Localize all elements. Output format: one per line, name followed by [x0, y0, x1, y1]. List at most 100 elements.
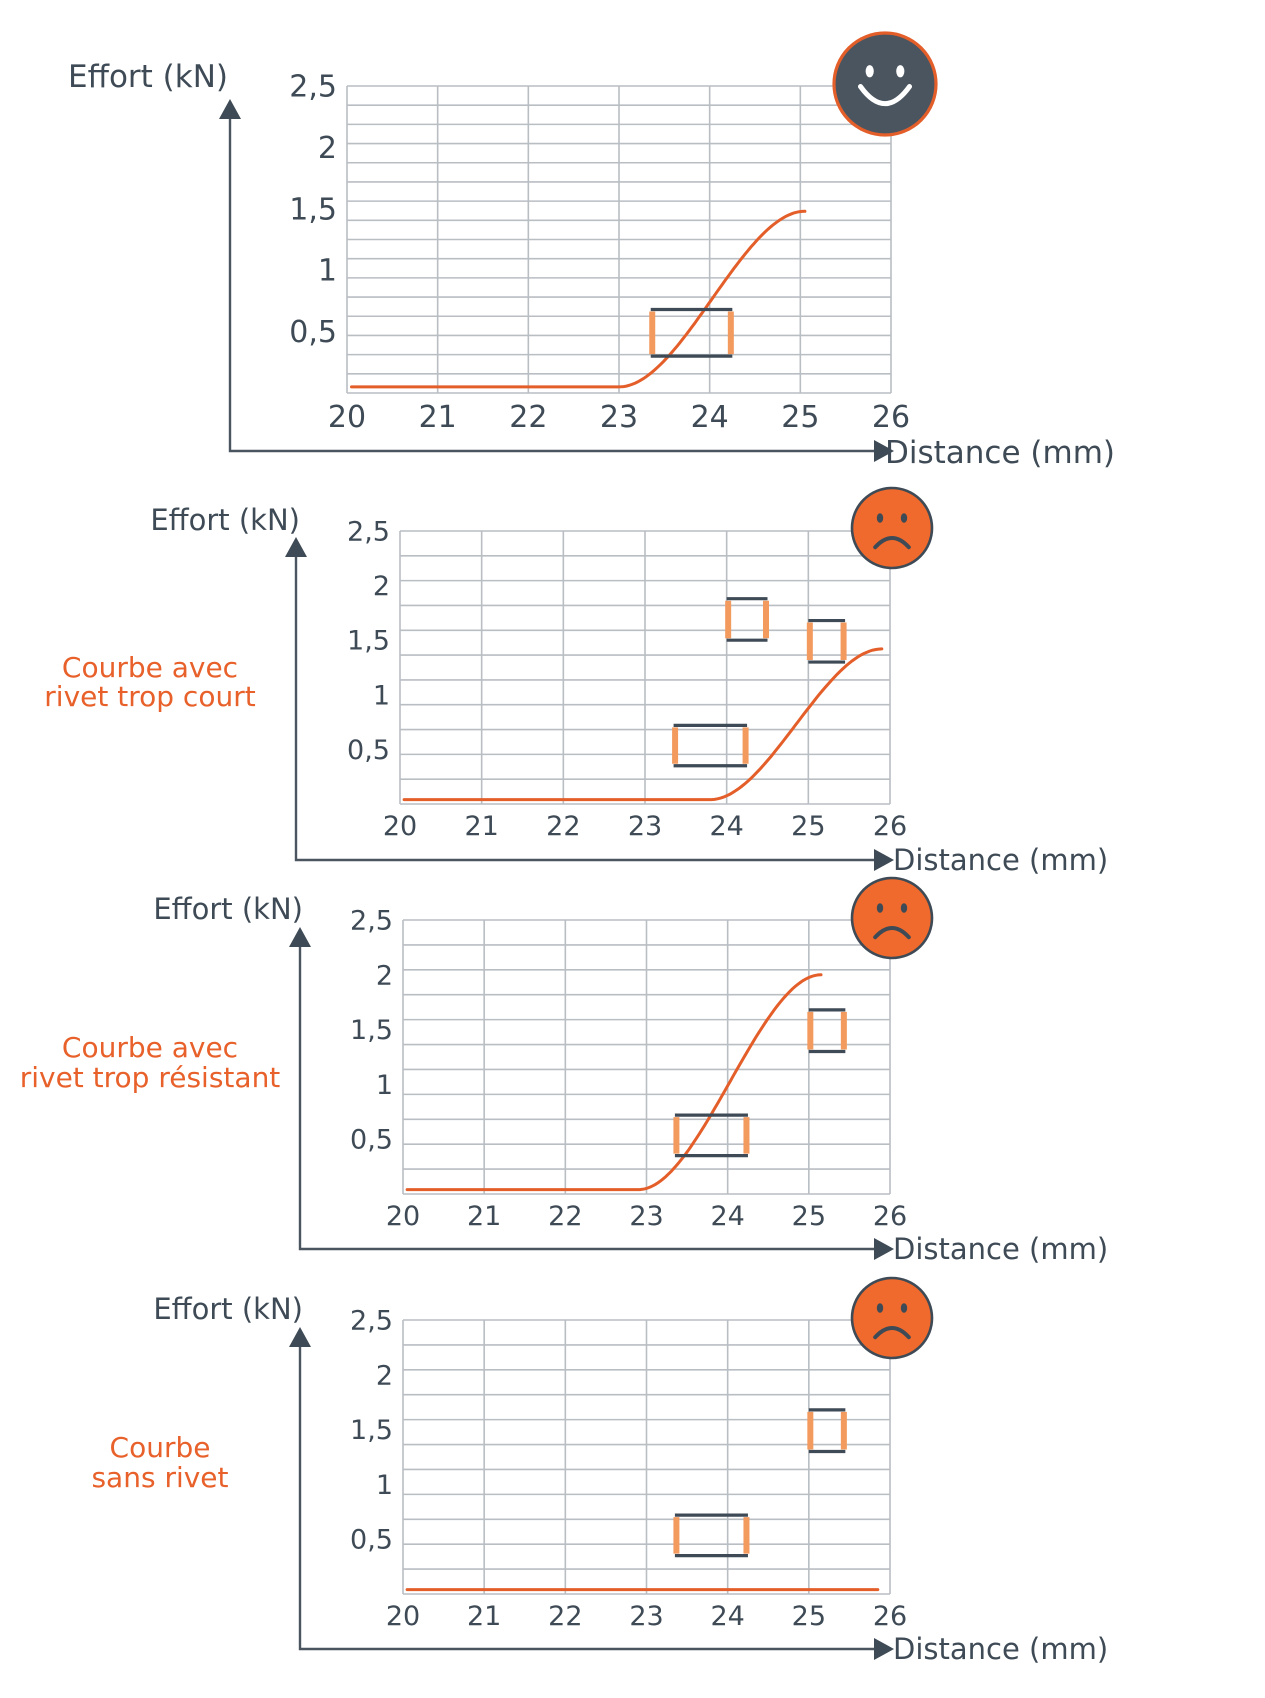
y-tick-label: 2,5: [289, 70, 337, 105]
curve-annotation-line: Courbe avec: [62, 1031, 238, 1064]
y-axis-arrow: [289, 927, 311, 947]
x-tick-label: 24: [710, 1601, 744, 1632]
sad-face-icon: [850, 1276, 934, 1360]
y-axis-label: Effort (kN): [153, 892, 303, 926]
x-tick-label: 24: [709, 811, 743, 842]
y-tick-label: 0,5: [350, 1125, 393, 1156]
curve-annotation-line: rivet trop résistant: [20, 1061, 281, 1094]
y-axis-arrow: [289, 1327, 311, 1347]
face-disc: [850, 486, 934, 570]
x-tick-label: 21: [419, 400, 457, 435]
x-axis-label: Distance (mm): [893, 843, 1108, 877]
x-tick-label: 21: [467, 1601, 501, 1632]
y-tick-label: 2: [318, 131, 337, 166]
x-tick-label: 21: [464, 811, 498, 842]
curve-annotation-line: sans rivet: [91, 1461, 228, 1494]
x-axis-label: Distance (mm): [885, 435, 1115, 471]
y-tick-label: 1: [373, 680, 390, 711]
x-tick-label: 25: [791, 811, 825, 842]
y-tick-label: 2: [373, 571, 390, 602]
x-axis-arrow: [874, 849, 894, 871]
y-tick-label: 2,5: [350, 905, 393, 936]
face-right-eye: [900, 513, 908, 523]
happy-face-icon: [832, 31, 938, 137]
x-tick-label: 24: [710, 1201, 744, 1232]
y-axis-arrow: [285, 537, 307, 557]
y-tick-label: 1,5: [350, 1415, 393, 1446]
x-tick-label: 26: [873, 1601, 907, 1632]
sad-face-icon: [850, 876, 934, 960]
x-axis-arrow: [874, 1638, 894, 1660]
x-tick-label: 20: [386, 1601, 420, 1632]
y-tick-label: 1: [318, 254, 337, 289]
y-tick-label: 0,5: [347, 735, 390, 766]
tolerance-window: [725, 597, 769, 642]
x-tick-label: 26: [873, 1201, 907, 1232]
x-tick-label: 22: [548, 1601, 582, 1632]
chart-panel-1: 20 21 22 23 24 25 26 0,5 1 1,5 2 2,5 Effort (kN) Dist…: [68, 31, 1115, 471]
face-right-eye: [896, 65, 905, 78]
x-tick-label: 25: [792, 1601, 826, 1632]
x-tick-label: 25: [792, 1201, 826, 1232]
x-axis-arrow: [874, 1238, 894, 1260]
x-tick-label: 22: [546, 811, 580, 842]
y-tick-label: 1,5: [289, 192, 337, 227]
axes: [298, 1343, 878, 1651]
x-tick-label: 22: [509, 400, 547, 435]
y-axis-arrow: [219, 99, 241, 119]
axes: [228, 115, 878, 453]
x-tick-label: 23: [600, 400, 638, 435]
force-curve: [405, 973, 823, 1192]
x-axis-label: Distance (mm): [893, 1232, 1108, 1266]
face-mouth: [873, 536, 911, 550]
force-curve: [402, 647, 884, 802]
axes: [298, 943, 878, 1251]
chart-panel-2: 20 21 22 23 24 25 26 0,5 1 1,5 2 2,5 Effort (kN) Dist…: [44, 486, 1108, 877]
x-tick-label: 20: [386, 1201, 420, 1232]
x-tick-label: 20: [328, 400, 366, 435]
x-tick-label: 23: [629, 1201, 663, 1232]
curve-annotation-line: Courbe: [110, 1431, 211, 1464]
y-axis-label: Effort (kN): [68, 59, 228, 95]
x-axis-arrow: [874, 440, 894, 462]
curve-annotation-line: Courbe avec: [62, 651, 238, 684]
y-tick-label: 1: [376, 1470, 393, 1501]
y-tick-label: 1,5: [347, 626, 390, 657]
sad-face-icon: [850, 486, 934, 570]
tolerance-window: [673, 1113, 750, 1158]
x-tick-label: 23: [629, 1601, 663, 1632]
y-axis-label: Effort (kN): [150, 503, 300, 537]
tolerance-window: [806, 618, 847, 664]
face-left-eye: [876, 513, 884, 523]
tolerance-window: [807, 1408, 847, 1454]
y-tick-label: 2: [376, 960, 393, 991]
axes: [294, 553, 878, 862]
force-curve: [350, 209, 807, 389]
x-tick-label: 26: [873, 811, 907, 842]
face-mouth: [873, 1326, 911, 1340]
y-tick-label: 1,5: [350, 1015, 393, 1046]
y-tick-label: 1: [376, 1070, 393, 1101]
y-tick-label: 2,5: [347, 516, 390, 547]
y-tick-label: 2: [376, 1360, 393, 1391]
x-tick-label: 25: [781, 400, 819, 435]
tolerance-window: [673, 1513, 750, 1558]
face-left-eye: [876, 903, 884, 913]
chart-panel-3: 20 21 22 23 24 25 26 0,5 1 1,5 2 2,5 Effort (kN) Dist…: [20, 876, 1108, 1266]
face-left-eye: [865, 65, 874, 78]
curve-annotation-line: rivet trop court: [44, 680, 255, 713]
chart-panel-4: 20 21 22 23 24 25 26 0,5 1 1,5 2 2,5 Effort (kN) Dist…: [91, 1276, 1108, 1666]
face-left-eye: [876, 1303, 884, 1313]
face-right-eye: [900, 903, 908, 913]
face-mouth: [873, 926, 911, 940]
tolerance-window: [807, 1008, 847, 1054]
y-tick-label: 0,5: [350, 1525, 393, 1556]
face-disc: [850, 876, 934, 960]
x-tick-label: 21: [467, 1201, 501, 1232]
y-axis-label: Effort (kN): [153, 1292, 303, 1326]
x-tick-label: 20: [383, 811, 417, 842]
x-tick-label: 24: [691, 400, 729, 435]
tolerance-window: [649, 307, 734, 358]
face-disc: [832, 31, 938, 137]
